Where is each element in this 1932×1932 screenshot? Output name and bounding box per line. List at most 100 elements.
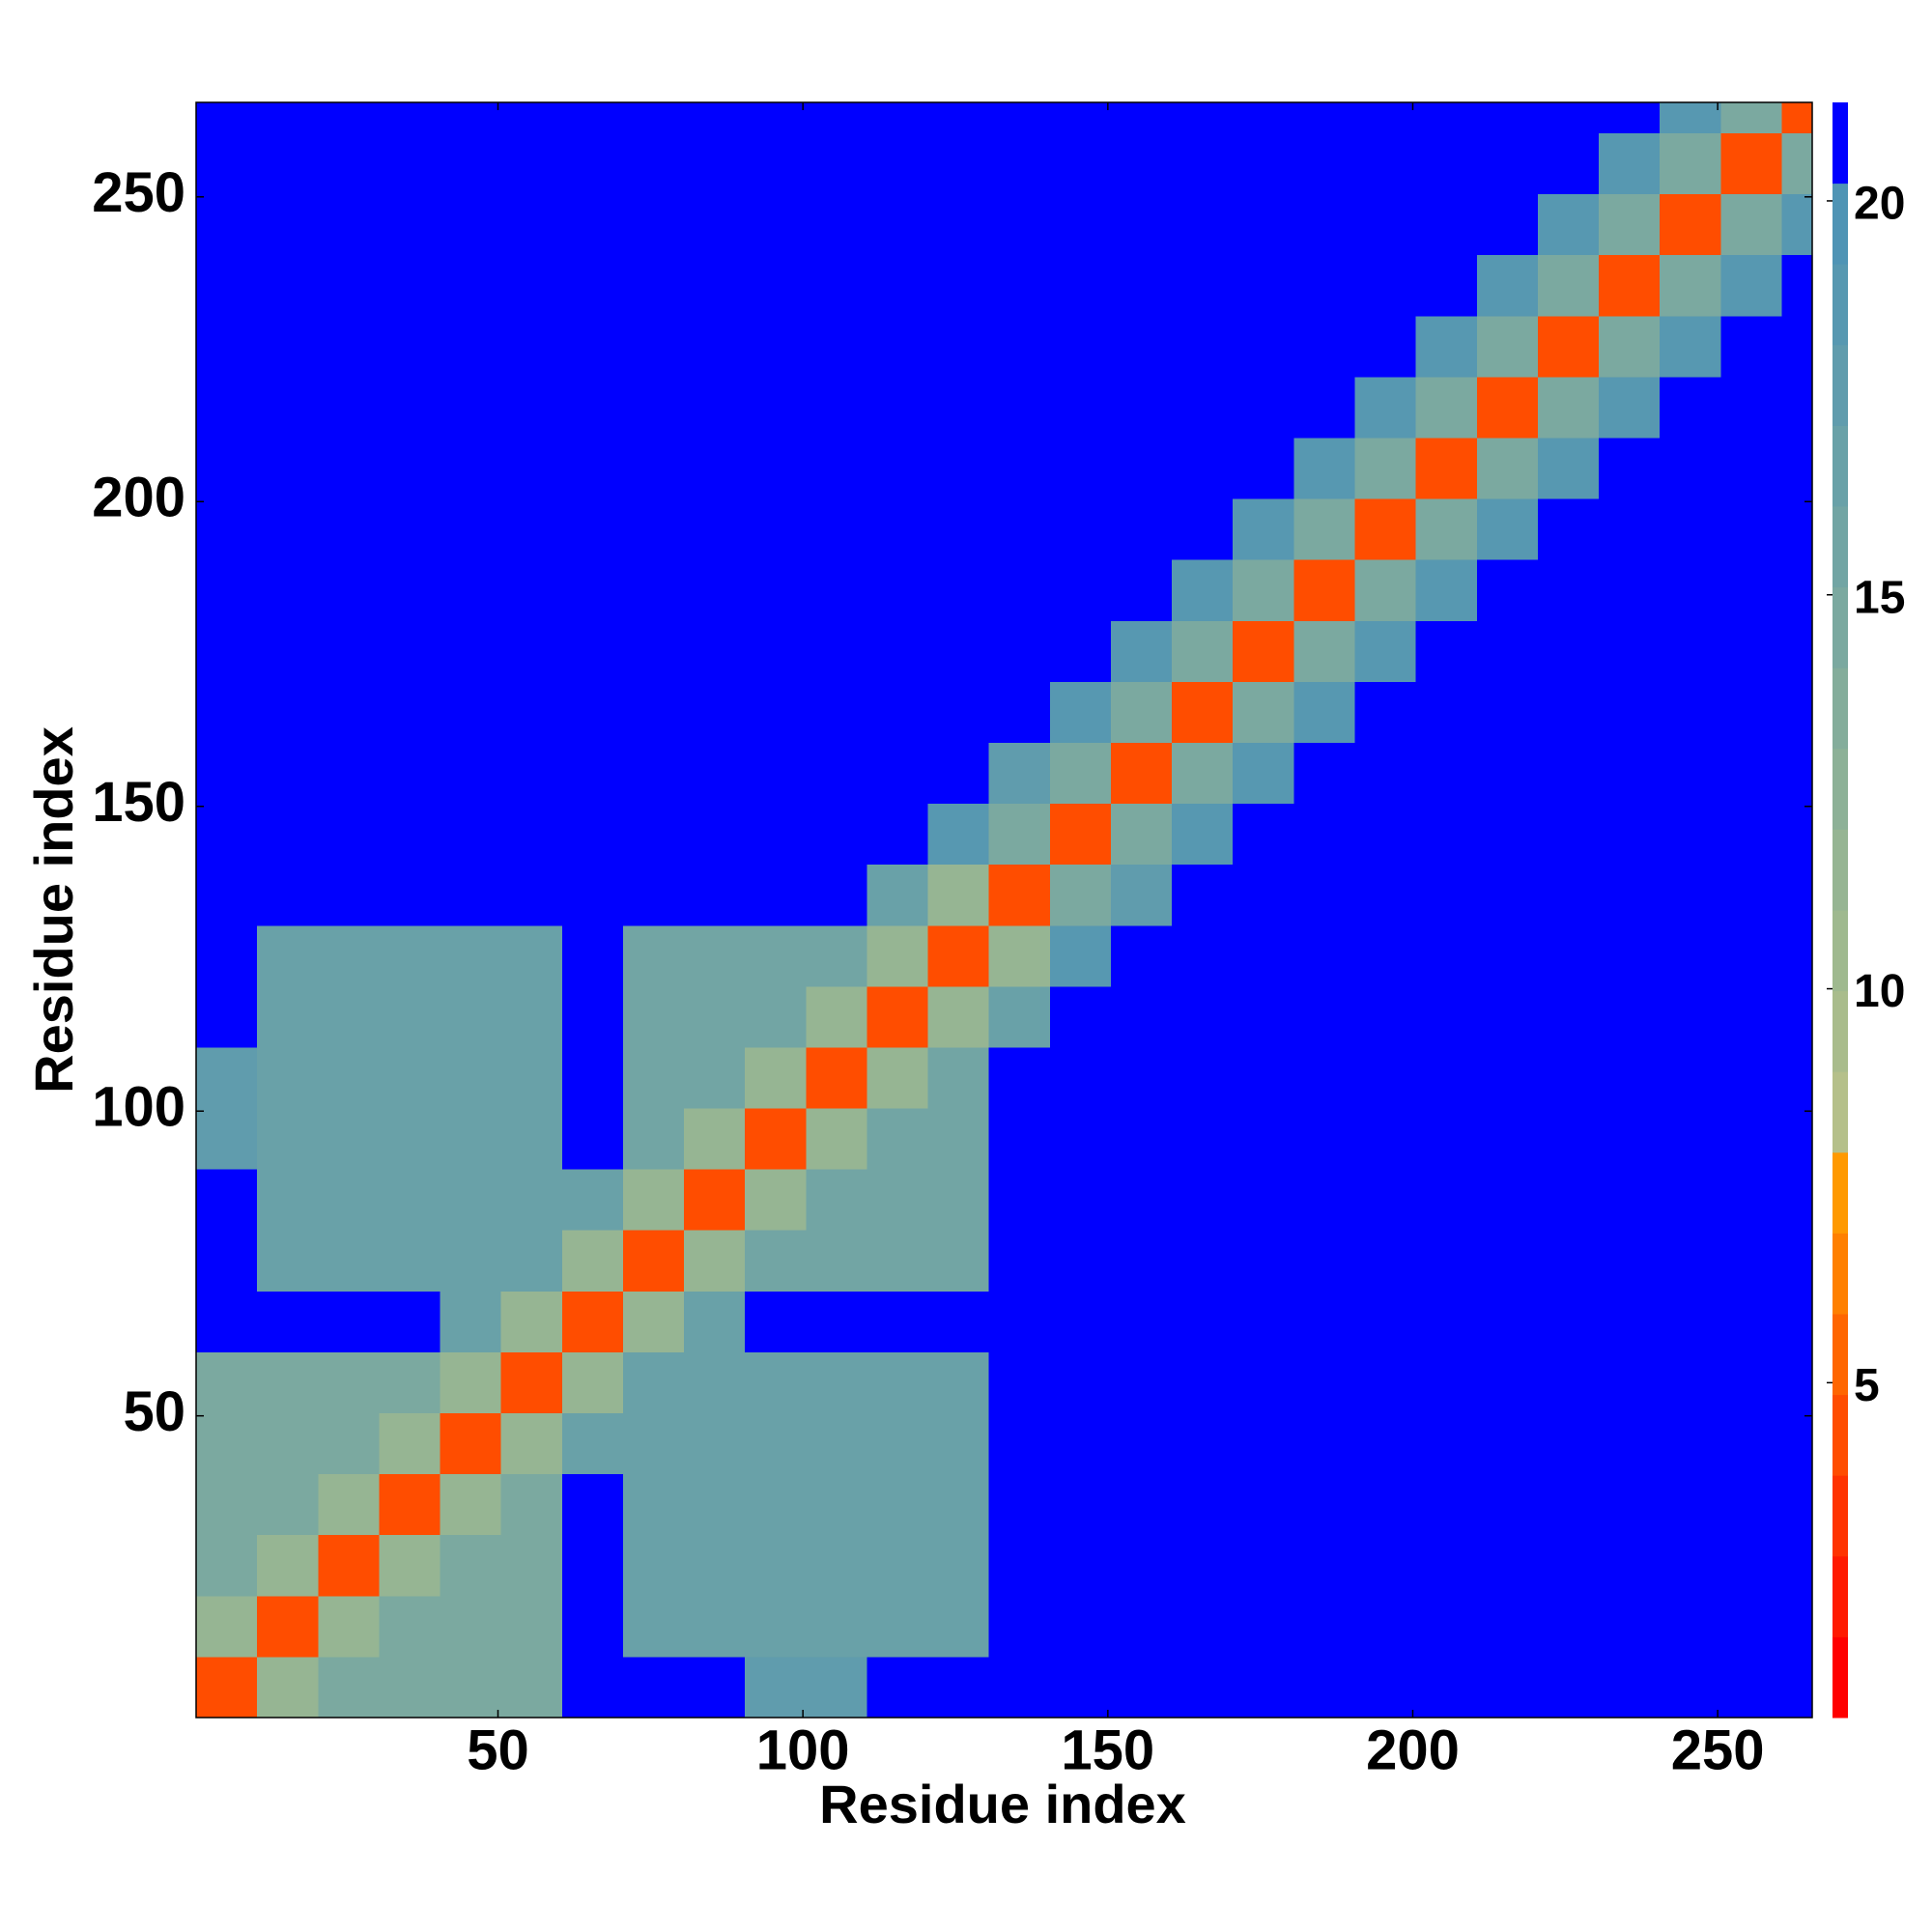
heatmap-cell (561, 742, 624, 805)
heatmap-cell (196, 1291, 258, 1352)
heatmap-cell (927, 985, 990, 1048)
heatmap-cell (1599, 1412, 1661, 1475)
x-tick-label: 250 (1671, 1719, 1765, 1781)
heatmap-cell (1354, 864, 1417, 926)
heatmap-cell (622, 985, 685, 1048)
heatmap-cell (1476, 1595, 1539, 1658)
heatmap-cell (1660, 620, 1721, 682)
heatmap-cell (1537, 1595, 1600, 1658)
heatmap-cell (440, 1291, 502, 1352)
heatmap-cell (440, 254, 502, 317)
heatmap-cell (867, 803, 929, 866)
heatmap-cell (257, 620, 319, 682)
colorbar-swatch (1833, 1233, 1848, 1315)
heatmap-cell (257, 1291, 319, 1352)
heatmap-cell (806, 924, 867, 987)
heatmap-cell (318, 132, 380, 195)
heatmap-cell (622, 620, 685, 682)
heatmap-cell (1110, 102, 1173, 134)
heatmap-cell (1110, 681, 1173, 743)
heatmap-cell (745, 1473, 807, 1536)
heatmap-cell (1110, 1169, 1173, 1231)
heatmap-cell (1781, 864, 1813, 926)
heatmap-cell (1354, 803, 1417, 866)
heatmap-cell (196, 315, 258, 378)
heatmap-cell (1049, 438, 1112, 499)
heatmap-cell (1110, 1108, 1173, 1170)
heatmap-cell (1720, 1656, 1782, 1719)
heatmap-cell (867, 438, 929, 499)
colorbar (1833, 102, 1848, 1719)
heatmap-cell (1172, 1046, 1234, 1109)
heatmap-cell (1049, 742, 1112, 805)
heatmap-cell (622, 681, 685, 743)
heatmap-cell (745, 864, 807, 926)
heatmap-cell (1049, 376, 1112, 439)
heatmap-cell (1049, 864, 1112, 926)
heatmap-cell (684, 1230, 746, 1292)
heatmap-cell (1720, 1291, 1782, 1352)
heatmap-cell (440, 742, 502, 805)
heatmap-cell (1049, 1595, 1112, 1658)
heatmap-cell (1476, 1230, 1539, 1292)
heatmap-cell (1049, 924, 1112, 987)
heatmap-cell (1049, 193, 1112, 256)
heatmap-cell (500, 376, 563, 439)
heatmap-cell (622, 1534, 685, 1597)
heatmap-cell (1476, 1291, 1539, 1352)
heatmap-cell (745, 559, 807, 621)
heatmap-cell (684, 254, 746, 317)
heatmap-cell (988, 1656, 1051, 1719)
heatmap-cell (745, 620, 807, 682)
heatmap-cell (1781, 1046, 1813, 1109)
heatmap-cell (1537, 803, 1600, 866)
heatmap-cell (1415, 559, 1478, 621)
heatmap-cell (1537, 193, 1600, 256)
heatmap-cell (379, 559, 441, 621)
heatmap-cell (1354, 1656, 1417, 1719)
heatmap-cell (927, 1230, 990, 1292)
heatmap-cell (1599, 681, 1661, 743)
heatmap-cell (867, 193, 929, 256)
heatmap-cell (1049, 498, 1112, 560)
heatmap-cell (684, 1473, 746, 1536)
heatmap-cell (1660, 193, 1721, 256)
heatmap-cell (806, 1534, 867, 1597)
heatmap-cell (561, 376, 624, 439)
heatmap-cell (684, 132, 746, 195)
heatmap-cell (1233, 681, 1294, 743)
heatmap-cell (745, 1595, 807, 1658)
heatmap-cell (257, 315, 319, 378)
heatmap-cell (500, 803, 563, 866)
heatmap-cell (1354, 1351, 1417, 1414)
heatmap-cell (196, 559, 258, 621)
colorbar-swatch (1833, 344, 1848, 426)
heatmap-cell (561, 1169, 624, 1231)
heatmap-cell (1720, 1230, 1782, 1292)
heatmap-cell (806, 1291, 867, 1352)
heatmap-cell (806, 1351, 867, 1414)
heatmap-cell (500, 985, 563, 1048)
heatmap-cell (1781, 1534, 1813, 1597)
heatmap-cell (1660, 985, 1721, 1048)
heatmap-cell (440, 376, 502, 439)
heatmap-cell (196, 1351, 258, 1414)
heatmap-cell (257, 1108, 319, 1170)
heatmap-cell (1293, 620, 1356, 682)
heatmap-cell (1476, 742, 1539, 805)
heatmap-cell (1110, 559, 1173, 621)
heatmap-cell (1415, 376, 1478, 439)
heatmap-cell (806, 803, 867, 866)
heatmap-cell (196, 1656, 258, 1719)
heatmap-cell (1233, 1046, 1294, 1109)
heatmap-cell (1415, 1595, 1478, 1658)
heatmap-cell (806, 1595, 867, 1658)
heatmap-cell (1293, 924, 1356, 987)
heatmap-cell (927, 254, 990, 317)
heatmap-cell (988, 559, 1051, 621)
heatmap-cell (745, 1108, 807, 1170)
heatmap-cell (745, 924, 807, 987)
heatmap-cell (1781, 1412, 1813, 1475)
heatmap-cell (379, 315, 441, 378)
